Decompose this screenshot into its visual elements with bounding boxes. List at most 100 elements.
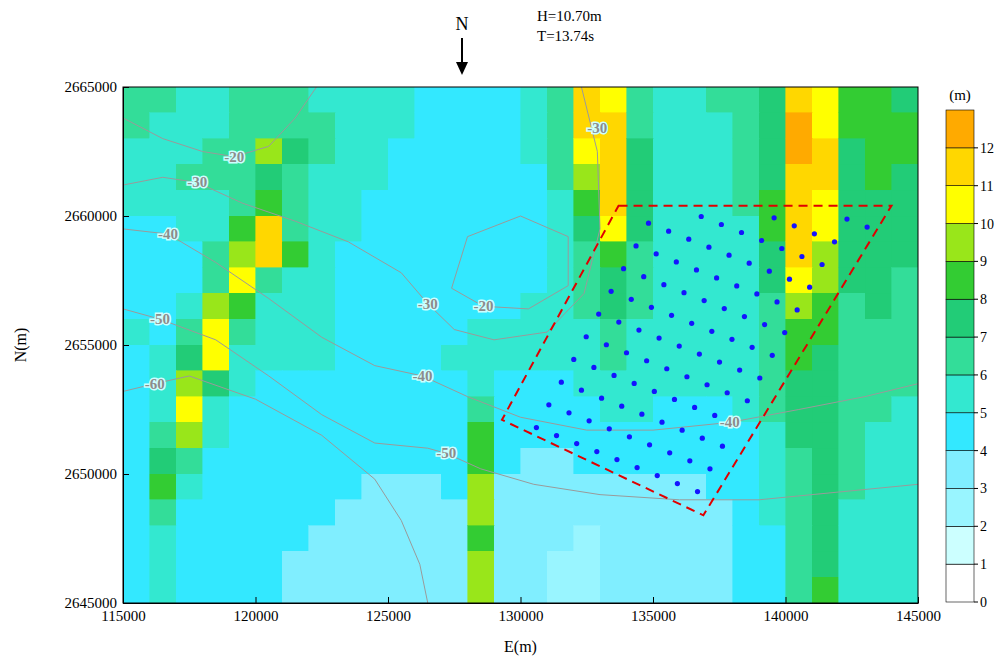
heat-cell	[415, 164, 442, 190]
point	[689, 321, 694, 326]
heat-cell	[547, 422, 574, 448]
heat-cell	[309, 242, 336, 268]
heat-cell	[706, 164, 733, 190]
point	[712, 413, 717, 418]
heat-cell	[600, 293, 627, 319]
heat-cell	[627, 190, 654, 216]
heat-cell	[229, 371, 256, 397]
point	[571, 357, 576, 362]
heat-cell	[256, 164, 283, 190]
heat-cell	[494, 319, 521, 345]
points	[534, 214, 870, 494]
heat-cell	[150, 190, 177, 216]
heat-cell	[812, 474, 839, 500]
heat-cell	[123, 87, 150, 113]
heat-cell	[203, 87, 230, 113]
heat-cell	[786, 87, 813, 113]
heat-cell	[229, 87, 256, 113]
heat-cell	[839, 577, 866, 603]
colorbar-tick-label: 6	[980, 368, 987, 383]
heat-cell	[680, 216, 707, 242]
heat-cell	[468, 87, 495, 113]
heat-cell	[176, 87, 203, 113]
heat-cell	[123, 113, 150, 139]
heat-cell	[892, 190, 919, 216]
heat-cell	[441, 474, 468, 500]
heat-cell	[627, 551, 654, 577]
heat-cell	[468, 139, 495, 165]
colorbar-tick-label: 2	[980, 519, 987, 534]
colorbar-tick	[974, 412, 978, 413]
heat-cell	[733, 139, 760, 165]
heat-cell	[892, 371, 919, 397]
heat-cell	[388, 397, 415, 423]
heat-cell	[786, 551, 813, 577]
heat-cell	[892, 242, 919, 268]
point	[667, 450, 672, 455]
heat-cell	[865, 526, 892, 552]
heat-cell	[229, 293, 256, 319]
y-tick: 2655000	[65, 337, 130, 353]
heat-cell	[441, 242, 468, 268]
heat-cell	[123, 139, 150, 165]
colorbar-tick	[974, 337, 978, 338]
heat-cell	[521, 164, 548, 190]
point	[661, 282, 666, 287]
heat-cell	[547, 242, 574, 268]
heat-cell	[865, 422, 892, 448]
heat-cell	[256, 551, 283, 577]
x-tick: 130000	[499, 597, 544, 624]
colorbar: 0123456789101112(m)	[946, 87, 994, 610]
heat-cell	[203, 293, 230, 319]
point	[639, 412, 644, 417]
y-tick-mark	[123, 345, 129, 346]
heat-cell	[653, 397, 680, 423]
heat-cell	[865, 551, 892, 577]
heat-cell	[494, 139, 521, 165]
heat-cell	[733, 87, 760, 113]
heat-cell	[282, 474, 309, 500]
heat-cell	[600, 526, 627, 552]
heat-cell	[521, 190, 548, 216]
heat-cell	[229, 474, 256, 500]
heat-cell	[441, 216, 468, 242]
heat-cell	[680, 139, 707, 165]
point	[799, 254, 804, 259]
heat-cell	[865, 345, 892, 371]
y-tick-mark	[123, 87, 129, 88]
heat-cell	[282, 139, 309, 165]
heat-cell	[865, 293, 892, 319]
x-tick-mark	[256, 597, 257, 603]
heat-cell	[759, 500, 786, 526]
heat-cell	[547, 268, 574, 294]
depth-label: -20	[473, 298, 493, 314]
heat-cell	[839, 500, 866, 526]
depth-label: -30	[187, 174, 207, 190]
heat-cell	[415, 345, 442, 371]
heat-cell	[759, 474, 786, 500]
heat-cell	[123, 422, 150, 448]
heat-cell	[256, 113, 283, 139]
depth-label: -50	[150, 311, 170, 327]
heat-cell	[256, 371, 283, 397]
colorbar-tick	[974, 223, 978, 224]
heat-cell	[362, 526, 389, 552]
heat-cell	[256, 397, 283, 423]
heat-cell	[415, 242, 442, 268]
heat-cell	[388, 293, 415, 319]
heat-cell	[521, 87, 548, 113]
heat-cell	[309, 293, 336, 319]
heat-cell	[123, 577, 150, 603]
heat-cell	[335, 345, 362, 371]
y-tick: 2645000	[65, 595, 130, 611]
heat-cell	[627, 526, 654, 552]
heat-cell	[282, 268, 309, 294]
x-tick-label: 130000	[499, 608, 544, 624]
heat-cell	[362, 371, 389, 397]
heat-cell	[706, 216, 733, 242]
heat-cell	[362, 190, 389, 216]
y-tick: 2665000	[65, 79, 130, 95]
heat-cell	[229, 113, 256, 139]
heat-cell	[150, 139, 177, 165]
point	[745, 398, 750, 403]
